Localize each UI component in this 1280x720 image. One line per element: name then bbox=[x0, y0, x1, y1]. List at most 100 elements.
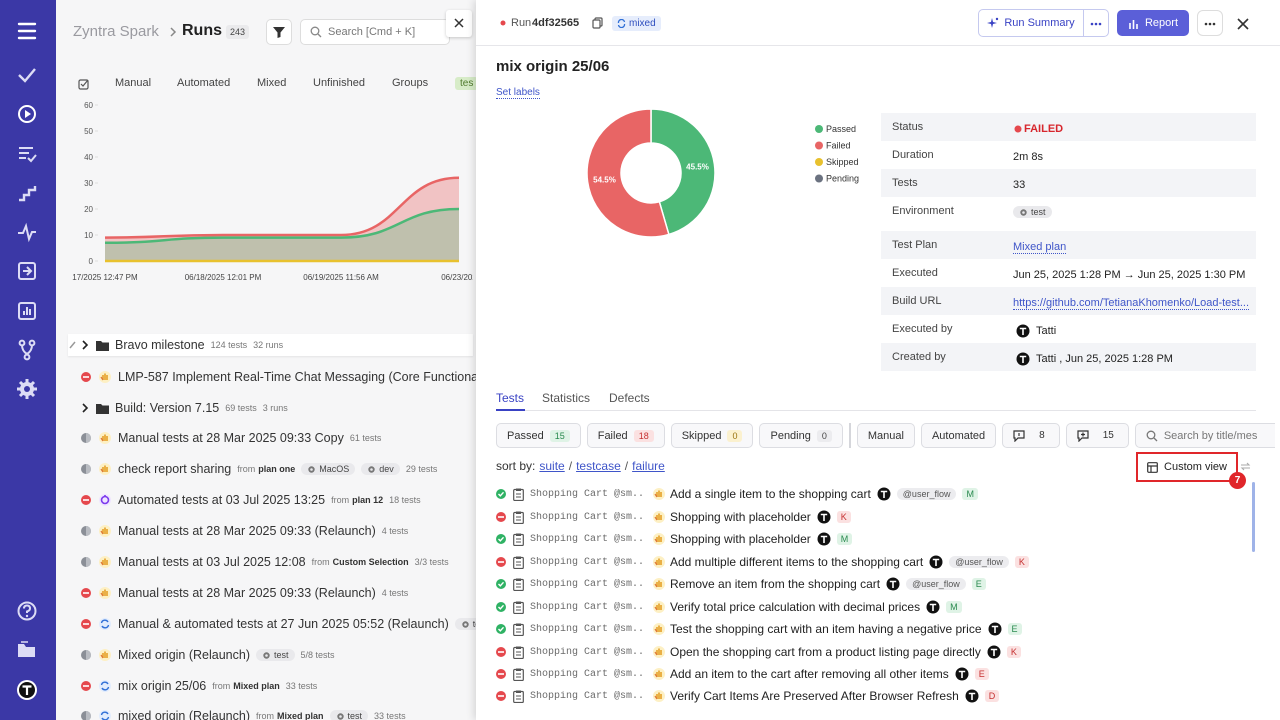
info-link[interactable]: Mixed plan bbox=[1013, 241, 1067, 254]
sidebar-icon bbox=[18, 302, 36, 320]
tag-chip: dev bbox=[361, 463, 400, 475]
run-row[interactable]: Automated tests at 03 Jul 2025 13:25 from… bbox=[80, 489, 421, 511]
comment-filter[interactable]: 15 bbox=[1065, 423, 1129, 448]
y-tick-label: 10 bbox=[84, 231, 93, 240]
custom-view-button[interactable]: Custom view bbox=[1136, 452, 1238, 482]
test-row[interactable]: Shopping Cart @sm... Shopping with placeh… bbox=[495, 507, 851, 527]
user-avatar bbox=[988, 622, 1002, 636]
priority-badge: M bbox=[946, 601, 962, 613]
test-row[interactable]: Shopping Cart @sm... Test the shopping ca… bbox=[495, 619, 1022, 639]
runs-count: 243 bbox=[226, 25, 250, 39]
priority-badge: M bbox=[836, 533, 853, 545]
run-label: Run bbox=[511, 17, 532, 29]
run-row[interactable]: Manual & automated tests at 27 Jun 2025 … bbox=[80, 613, 487, 635]
run-row[interactable]: Bravo milestone 124 tests 32 runs bbox=[68, 334, 473, 356]
status-passed bbox=[496, 579, 506, 589]
icon-part bbox=[27, 154, 37, 163]
test-row[interactable]: Shopping Cart @sm... Add an item to the c… bbox=[495, 664, 989, 684]
icon-part bbox=[1077, 429, 1089, 442]
test-title: Open the shopping cart from a product li… bbox=[670, 645, 981, 659]
sort-option[interactable]: suite bbox=[539, 459, 565, 473]
test-title: Shopping with placeholder bbox=[670, 510, 811, 524]
test-row[interactable]: Shopping Cart @sm... Add a single item to… bbox=[495, 484, 978, 504]
type-filter[interactable]: Manual bbox=[856, 423, 915, 448]
status-failed bbox=[81, 681, 91, 691]
summary-more-button[interactable] bbox=[1083, 9, 1109, 37]
detail-tab[interactable]: Defects bbox=[609, 391, 650, 405]
test-title: Remove an item from the shopping cart bbox=[670, 577, 881, 591]
test-row[interactable]: Shopping Cart @sm... Shopping with placeh… bbox=[495, 529, 853, 549]
run-row[interactable]: check report sharing from plan one MacOS dev… bbox=[80, 458, 437, 480]
user-avatar bbox=[817, 510, 831, 524]
icon-part bbox=[513, 601, 524, 614]
priority-badge: M bbox=[962, 488, 978, 500]
icon-part bbox=[83, 685, 89, 687]
sort-option[interactable]: failure bbox=[632, 459, 665, 473]
test-row[interactable]: Shopping Cart @sm... Verify Cart Items Ar… bbox=[495, 686, 1000, 706]
icon-part bbox=[86, 433, 91, 443]
status-filter[interactable]: Passed 15 bbox=[496, 423, 581, 448]
run-row[interactable]: LMP-587 Implement Real-Time Chat Messagi… bbox=[80, 366, 493, 388]
type-manual bbox=[653, 511, 665, 523]
run-row[interactable]: Manual tests at 28 Mar 2025 09:33 Copy 61… bbox=[80, 427, 381, 449]
icon-part bbox=[933, 558, 940, 566]
run-row[interactable]: Manual tests at 28 Mar 2025 09:33 (Relau… bbox=[80, 520, 408, 542]
icon-part bbox=[19, 147, 33, 159]
expand-chevron bbox=[82, 340, 89, 350]
search-box[interactable]: Search [Cmd + K] bbox=[300, 19, 450, 45]
type-manual bbox=[653, 690, 665, 702]
more-button[interactable] bbox=[1197, 10, 1223, 36]
report-button[interactable]: Report bbox=[1117, 10, 1189, 36]
from-label: from bbox=[331, 495, 350, 505]
detail-tab[interactable]: Tests bbox=[496, 391, 525, 405]
test-row[interactable]: Shopping Cart @sm... Verify total price c… bbox=[495, 597, 962, 617]
run-summary-button[interactable]: Run Summary bbox=[978, 9, 1084, 37]
run-row[interactable]: mix origin 25/06 from Mixed plan 33 tests bbox=[80, 675, 317, 697]
close-left-button[interactable] bbox=[446, 10, 472, 37]
run-row[interactable]: Mixed origin (Relaunch) test 5/8 tests bbox=[80, 644, 335, 666]
user-avatar bbox=[955, 667, 969, 681]
tests-search[interactable]: Search by title/mes bbox=[1134, 423, 1275, 448]
info-link[interactable]: https://github.com/TetianaKhomenko/Load-… bbox=[1013, 297, 1250, 310]
detail-tab[interactable]: Statistics bbox=[542, 391, 591, 405]
run-tab[interactable]: Manual bbox=[115, 77, 152, 89]
set-labels-link[interactable]: Set labels bbox=[496, 87, 540, 99]
filter-button[interactable] bbox=[266, 19, 292, 45]
y-tick-label: 60 bbox=[84, 101, 93, 110]
test-row[interactable]: Shopping Cart @sm... Add multiple differe… bbox=[495, 552, 1029, 572]
test-row[interactable]: Shopping Cart @sm... Remove an item from … bbox=[495, 574, 986, 594]
icon-part bbox=[1098, 22, 1102, 26]
run-tab[interactable]: Mixed bbox=[257, 77, 287, 89]
icon-part bbox=[654, 606, 658, 611]
run-tab[interactable]: Unfinished bbox=[313, 77, 365, 89]
status-filter[interactable]: Failed 18 bbox=[586, 423, 665, 448]
filter-label: Automated bbox=[931, 429, 986, 442]
tag-text: dev bbox=[379, 464, 394, 474]
status-filter[interactable]: Skipped 0 bbox=[670, 423, 754, 448]
run-tab[interactable]: Groups bbox=[392, 77, 429, 89]
test-tag: @user_flow bbox=[896, 488, 957, 500]
type-filter[interactable]: Automated bbox=[920, 423, 997, 448]
run-row[interactable]: Manual tests at 03 Jul 2025 12:08 from Cus… bbox=[80, 551, 449, 573]
scrollbar-thumb bbox=[1252, 482, 1255, 552]
icon-part bbox=[516, 668, 521, 671]
run-tab[interactable]: Automated bbox=[177, 77, 231, 89]
icon-part bbox=[513, 511, 524, 524]
test-row[interactable]: Shopping Cart @sm... Open the shopping ca… bbox=[495, 642, 1021, 662]
run-row[interactable]: mixed origin (Relaunch) from Mixed plan tes… bbox=[80, 705, 406, 720]
gear-icon bbox=[263, 651, 270, 659]
run-row[interactable]: Build: Version 7.15 69 tests 3 runs bbox=[80, 397, 288, 419]
comment-filter[interactable]: 8 bbox=[1002, 423, 1060, 448]
icon-part bbox=[990, 648, 998, 656]
run-tab[interactable]: tes bbox=[455, 77, 479, 90]
close-button[interactable] bbox=[1237, 17, 1249, 30]
icon-part bbox=[516, 583, 521, 587]
run-row[interactable]: Manual tests at 28 Mar 2025 09:33 (Relau… bbox=[80, 582, 408, 604]
info-value: Tatti , Jun 25, 2025 1:28 PM bbox=[1036, 353, 1173, 365]
test-suite: Shopping Cart @sm... bbox=[530, 578, 646, 590]
clipboard-icon bbox=[513, 556, 524, 569]
icon-part bbox=[265, 653, 268, 657]
icon-part bbox=[370, 467, 374, 471]
status-filter[interactable]: Pending 0 bbox=[759, 423, 843, 448]
sort-option[interactable]: testcase bbox=[576, 459, 621, 473]
